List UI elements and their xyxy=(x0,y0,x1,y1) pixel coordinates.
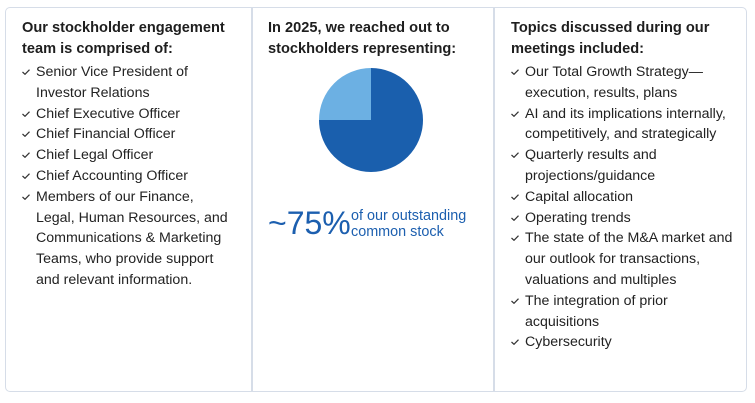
checkmark-icon xyxy=(22,194,30,200)
list-item: Chief Accounting Officer xyxy=(22,166,232,187)
checkmark-icon xyxy=(22,69,30,75)
list-item: Chief Financial Officer xyxy=(22,124,232,145)
list-item: The integration of prior acquisitions xyxy=(511,291,736,333)
column-divider xyxy=(251,8,253,391)
list-item: Operating trends xyxy=(511,208,736,229)
list-item-text: Quarterly results and projections/guidan… xyxy=(525,147,657,184)
list-item: Capital allocation xyxy=(511,187,736,208)
list-item-text: Senior Vice President of Investor Relati… xyxy=(36,64,188,101)
team-column: Our stockholder engagement team is compr… xyxy=(22,18,232,403)
list-item-text: Cybersecurity xyxy=(525,334,612,351)
checkmark-icon xyxy=(511,69,519,75)
list-item-text: Our Total Growth Strategy—execution, res… xyxy=(525,64,703,101)
topics-heading: Topics discussed during our meetings inc… xyxy=(511,20,710,57)
list-item: Quarterly results and projections/guidan… xyxy=(511,145,736,187)
list-item-text: Chief Legal Officer xyxy=(36,147,154,164)
checkmark-icon xyxy=(511,110,519,117)
list-item: Chief Legal Officer xyxy=(22,145,232,166)
outreach-column: In 2025, we reached out to stockholders … xyxy=(268,18,483,403)
checkmark-icon xyxy=(22,152,30,159)
checkmark-icon xyxy=(22,173,30,179)
team-heading: Our stockholder engagement team is compr… xyxy=(22,20,225,57)
topics-column: Topics discussed during our meetings inc… xyxy=(511,18,736,403)
list-item: AI and its implications internally, comp… xyxy=(511,104,736,146)
list-item-text: Capital allocation xyxy=(525,188,634,205)
list-item-text: Chief Executive Officer xyxy=(36,105,181,122)
checkmark-icon xyxy=(511,235,519,242)
checkmark-icon xyxy=(22,110,30,117)
list-item: Senior Vice President of Investor Relati… xyxy=(22,62,232,104)
checkmark-icon xyxy=(22,131,30,138)
checkmark-icon xyxy=(511,339,519,346)
list-item: The state of the M&A market and our outl… xyxy=(511,228,736,290)
list-item-text: The integration of prior acquisitions xyxy=(525,292,668,330)
list-item-text: Operating trends xyxy=(525,209,631,226)
team-list: Senior Vice President of Investor Relati… xyxy=(22,62,232,291)
list-item-text: Chief Financial Officer xyxy=(36,126,176,143)
topics-list: Our Total Growth Strategy—execution, res… xyxy=(511,62,736,353)
outreach-pie-chart xyxy=(319,68,423,172)
caption-line: common stock xyxy=(351,223,444,240)
list-item: Chief Executive Officer xyxy=(22,104,232,125)
checkmark-icon xyxy=(511,298,519,304)
caption-line: of our outstanding xyxy=(351,208,467,224)
list-item-text: Members of our Finance, Legal, Human Res… xyxy=(36,188,228,288)
list-item-text: The state of the M&A market and our outl… xyxy=(525,230,733,288)
column-divider xyxy=(493,8,495,391)
outreach-percentage: ~75% xyxy=(268,205,351,241)
list-item: Cybersecurity xyxy=(511,332,736,353)
checkmark-icon xyxy=(511,214,519,221)
list-item: Our Total Growth Strategy—execution, res… xyxy=(511,62,736,104)
list-item-text: Chief Accounting Officer xyxy=(36,167,188,184)
checkmark-icon xyxy=(511,152,519,159)
list-item-text: AI and its implications internally, comp… xyxy=(525,105,726,143)
outreach-caption: of our outstanding common stock xyxy=(351,208,467,240)
engagement-panel xyxy=(5,7,747,392)
outreach-heading: In 2025, we reached out to stockholders … xyxy=(268,20,457,57)
list-item: Members of our Finance, Legal, Human Res… xyxy=(22,187,232,291)
checkmark-icon xyxy=(511,194,519,200)
pie-slice-remaining xyxy=(319,68,371,120)
